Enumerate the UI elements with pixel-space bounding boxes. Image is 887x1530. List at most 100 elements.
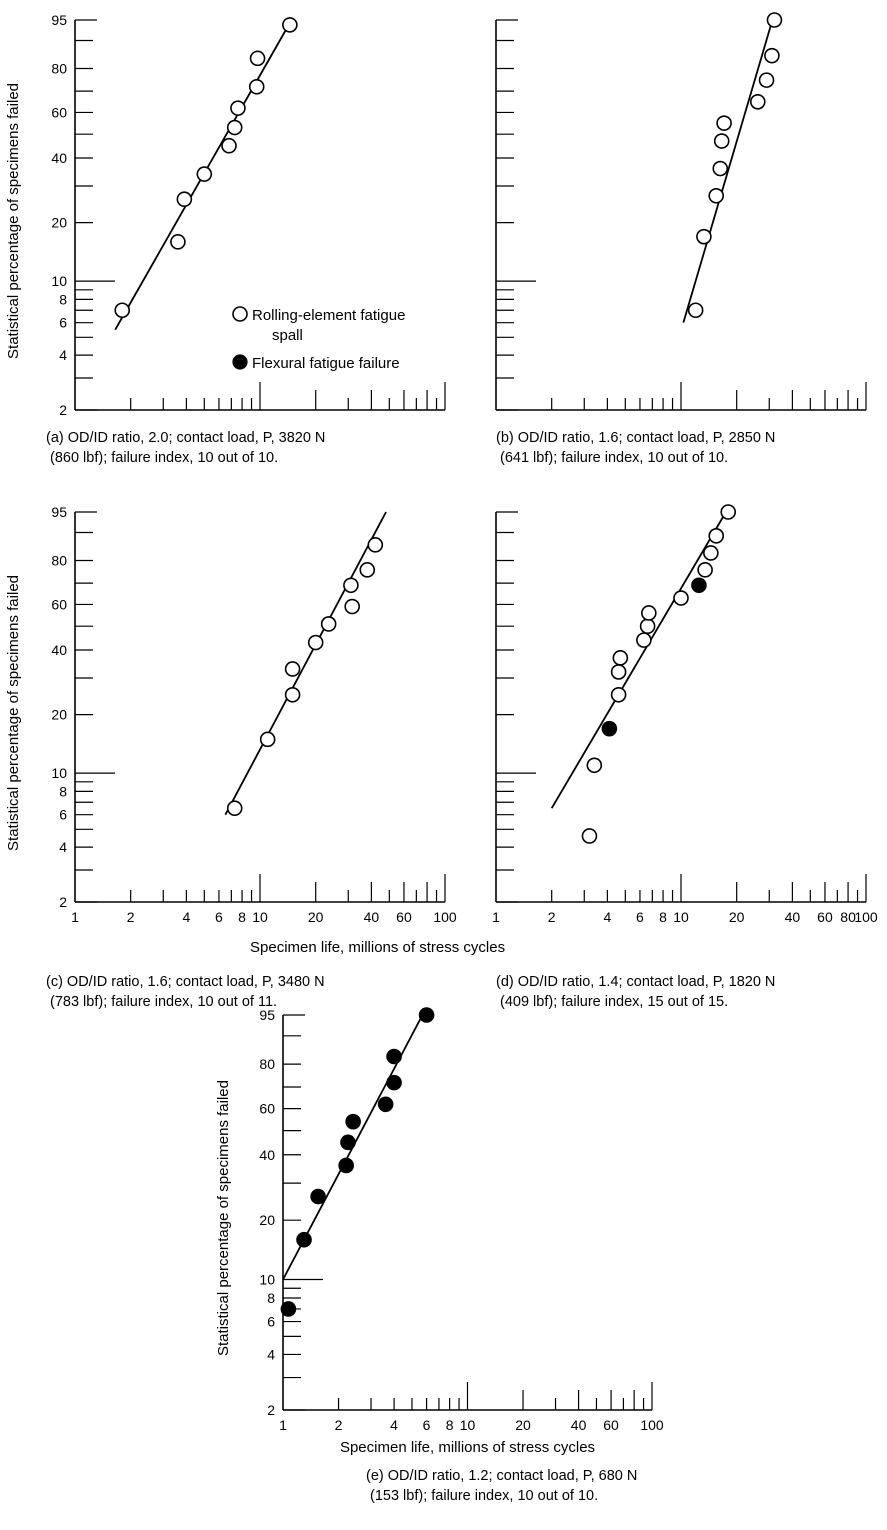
y-tick-label: 6 [59,315,67,331]
x-tick-label: 60 [396,909,412,925]
x-tick-label: 2 [127,909,135,925]
rolling-fatigue-point [687,302,704,319]
x-tick-label: 8 [446,1417,454,1433]
x-tick-label: 20 [308,909,324,925]
panel-caption: (409 lbf); failure index, 15 out of 15. [500,994,728,1010]
panel-caption: (e) OD/ID ratio, 1.2; contact load, P, 6… [366,1468,637,1484]
y-tick-label: 6 [267,1314,275,1330]
flexural-failure-point [377,1096,394,1113]
x-tick-label: 2 [335,1417,343,1433]
rolling-fatigue-point [708,187,725,204]
y-tick-label: 4 [267,1346,275,1362]
rolling-fatigue-point [673,590,689,606]
rolling-fatigue-point [282,17,298,33]
legend-flexural-label: Flexural fatigue failure [252,355,400,372]
flexural-failure-point [418,1007,435,1023]
rolling-fatigue-point [641,605,657,621]
rolling-fatigue-point [639,618,656,634]
x-tick-label: 6 [215,909,223,925]
x-tick-label: 8 [659,909,667,925]
x-tick-label: 4 [603,909,611,925]
legend-rolling-marker [232,306,248,322]
panel-caption: (d) OD/ID ratio, 1.4; contact load, P, 1… [496,974,775,990]
y-tick-label: 4 [59,839,67,855]
x-tick-label: 2 [548,909,556,925]
rolling-fatigue-point [284,686,301,703]
rolling-fatigue-point [697,562,713,578]
flexural-failure-point [280,1301,297,1317]
y-tick-label: 8 [59,783,67,799]
flexural-failure-point [601,720,618,737]
panel-caption: (153 lbf); failure index, 10 out of 10. [370,1488,598,1504]
x-tick-label: 20 [729,909,745,925]
y-tick-label: 8 [267,1290,275,1306]
x-tick-label: 100 [854,909,878,925]
y-tick-label: 10 [259,1272,275,1288]
x-tick-label: 60 [817,909,833,925]
y-tick-label: 10 [51,765,67,781]
rolling-fatigue-point [367,537,384,553]
panel-caption: (641 lbf); failure index, 10 out of 10. [500,450,728,466]
x-tick-label: 6 [423,1417,431,1433]
x-axis-label: Specimen life, millions of stress cycles [340,1439,595,1456]
rolling-fatigue-point [320,616,337,632]
y-tick-label: 20 [51,215,67,231]
y-tick-label: 80 [51,552,67,568]
rolling-fatigue-point [259,731,276,748]
y-tick-label: 2 [267,1402,275,1418]
rolling-fatigue-point [343,577,359,594]
y-tick-label: 2 [59,402,67,418]
flexural-failure-point [386,1074,402,1091]
rolling-fatigue-point [581,828,598,844]
rolling-fatigue-point [612,650,629,666]
rolling-fatigue-point [708,528,725,544]
y-tick-label: 6 [59,807,67,823]
legend-flexural-marker [232,354,248,370]
rolling-fatigue-point [284,661,301,677]
x-tick-label: 1 [492,909,500,925]
rolling-fatigue-point [221,137,237,154]
y-tick-label: 60 [51,104,67,120]
panel-caption: (c) OD/ID ratio, 1.6; contact load, P, 3… [46,974,325,990]
y-tick-label: 10 [51,273,67,289]
flexural-failure-point [691,577,707,594]
y-tick-label: 95 [259,1007,275,1023]
rolling-fatigue-point [248,78,265,95]
rolling-fatigue-point [344,598,360,615]
x-tick-label: 4 [390,1417,398,1433]
rolling-fatigue-point [359,562,376,578]
legend-rolling-label: Rolling-element fatigue [252,307,405,324]
x-tick-label: 80 [840,909,856,925]
fit-line [682,19,774,323]
x-tick-label: 100 [640,1417,664,1433]
y-axis-label: Statistical percentage of specimens fail… [5,83,22,359]
panel-caption: (783 lbf); failure index, 10 out of 11. [50,994,277,1010]
rolling-fatigue-point [703,545,719,561]
y-tick-label: 40 [259,1147,275,1163]
rolling-fatigue-point [226,800,243,817]
flexural-failure-point [296,1231,312,1248]
rolling-fatigue-point [713,133,730,149]
x-tick-label: 40 [571,1417,587,1433]
shared-x-axis-label: Specimen life, millions of stress cycles [250,939,505,956]
fit-line [550,511,727,809]
rolling-fatigue-point [764,47,780,64]
panel-caption: (a) OD/ID ratio, 2.0; contact load, P, 3… [46,430,325,446]
panel-b: (b) OD/ID ratio, 1.6; contact load, P, 2… [495,12,867,466]
rolling-fatigue-point [636,632,652,648]
rolling-fatigue-point [307,634,324,651]
y-tick-label: 40 [51,150,67,166]
x-tick-label: 20 [515,1417,531,1433]
x-tick-label: 1 [279,1417,287,1433]
x-tick-label: 10 [252,909,268,925]
rolling-fatigue-point [696,228,712,245]
fit-line [224,511,387,816]
rolling-fatigue-point [226,119,243,136]
y-tick-label: 40 [51,642,67,658]
rolling-fatigue-point [720,504,737,520]
x-tick-label: 40 [785,909,801,925]
rolling-fatigue-point [766,12,783,28]
x-tick-label: 6 [636,909,644,925]
flexural-failure-point [386,1048,402,1065]
